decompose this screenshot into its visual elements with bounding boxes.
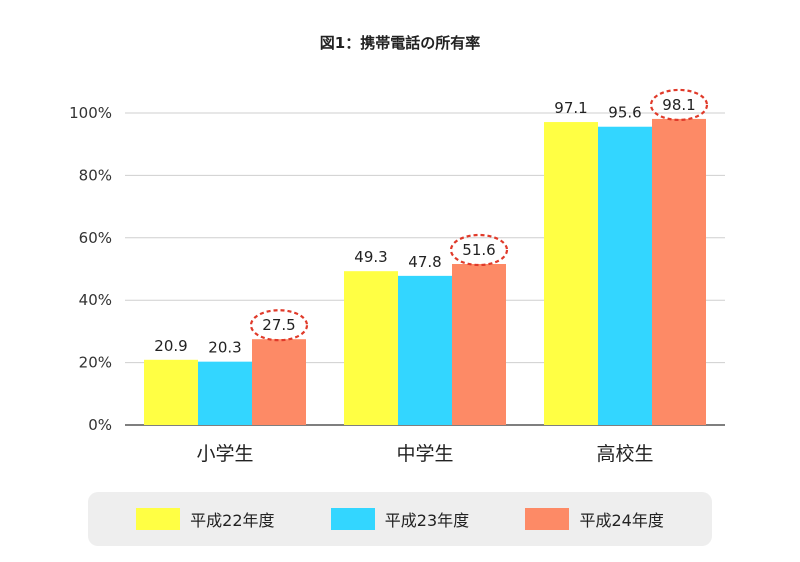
legend-item: 平成24年度 — [525, 507, 664, 531]
legend-item: 平成23年度 — [330, 507, 470, 531]
bar — [652, 118, 706, 425]
bar — [198, 361, 252, 425]
chart-legend: 平成22年度 平成23年度 平成24年度 — [88, 492, 712, 546]
data-label: 27.5 — [262, 316, 295, 334]
legend-swatch — [136, 508, 181, 530]
y-tick-label: 40% — [79, 291, 112, 309]
legend-item: 平成22年度 — [136, 507, 275, 531]
chart-title: 図1：携帯電話の所有率 — [319, 34, 481, 52]
data-label: 51.6 — [462, 241, 495, 259]
legend-label: 平成22年度 — [190, 511, 275, 530]
highlight-circle — [649, 88, 709, 122]
data-label: 49.3 — [354, 248, 387, 266]
legend-label: 平成24年度 — [579, 511, 664, 530]
data-label: 47.8 — [408, 253, 441, 271]
category-label: 小学生 — [196, 443, 253, 465]
y-tick-label: 0% — [88, 416, 112, 434]
data-label: 20.3 — [208, 339, 241, 357]
y-tick-label: 80% — [79, 166, 112, 184]
data-label: 97.1 — [554, 99, 587, 117]
category-label: 中学生 — [396, 443, 453, 465]
data-label: 20.9 — [154, 337, 187, 355]
highlight-circle — [449, 233, 509, 267]
category-label: 高校生 — [596, 443, 653, 465]
y-tick-label: 100% — [69, 104, 112, 122]
legend-swatch — [330, 508, 375, 530]
bar — [344, 271, 398, 425]
bar — [452, 264, 506, 425]
y-tick-label: 60% — [79, 229, 112, 247]
legend-swatch — [525, 508, 570, 530]
legend-label: 平成23年度 — [384, 511, 470, 530]
bar — [252, 339, 306, 425]
bar-chart: 0% 20% 40% 60% 80% 100% 20.9 20.3 27.5 小学生 49.3 47.… — [69, 88, 725, 465]
data-label: 95.6 — [608, 104, 641, 122]
bar — [398, 275, 452, 425]
bar — [144, 359, 198, 425]
y-tick-label: 20% — [79, 354, 112, 372]
data-label: 98.1 — [662, 96, 695, 114]
bar — [544, 122, 598, 425]
bar — [598, 126, 652, 425]
highlight-circle — [249, 309, 309, 342]
